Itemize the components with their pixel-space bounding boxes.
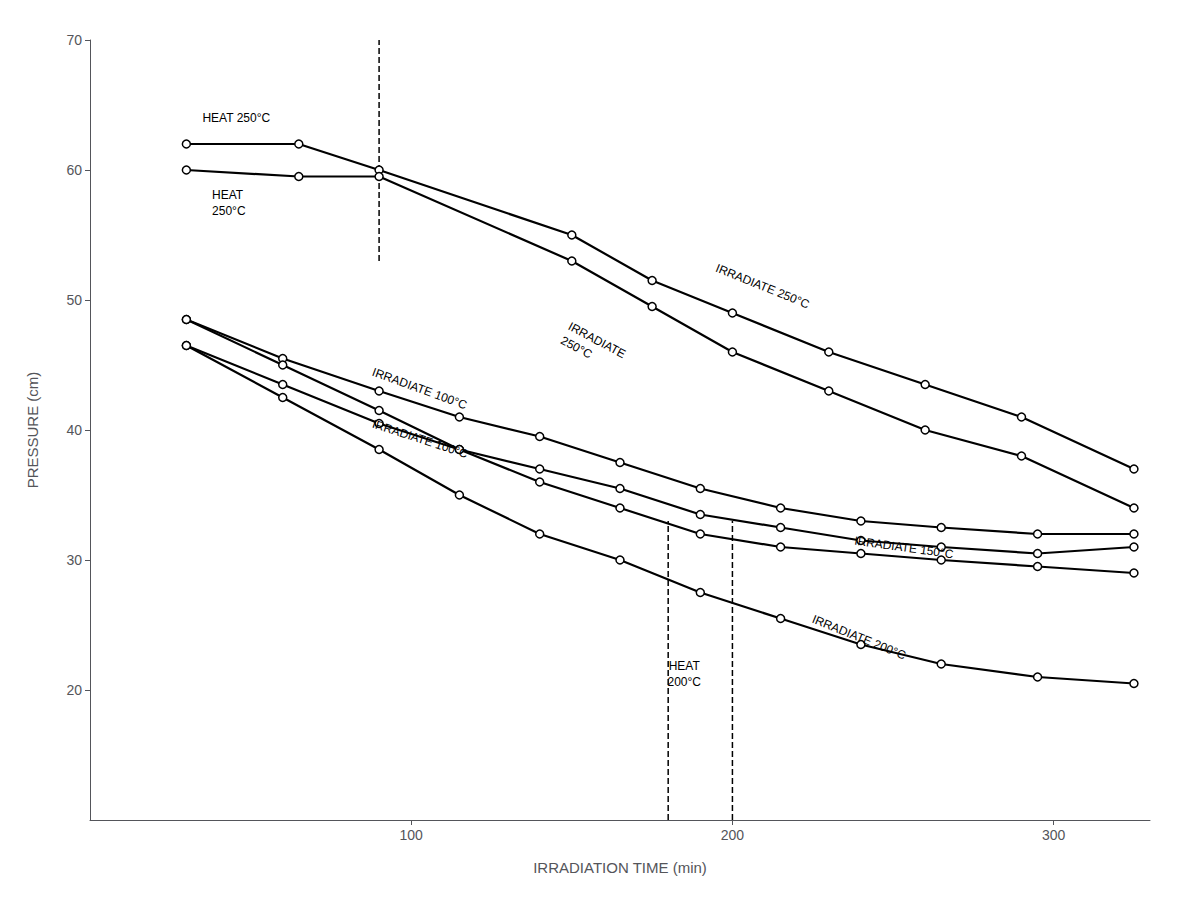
- svg-text:30: 30: [66, 552, 82, 568]
- svg-text:HEAT: HEAT: [212, 188, 244, 202]
- svg-text:IRRADIATE: IRRADIATE: [565, 319, 629, 362]
- svg-text:HEAT: HEAT: [669, 659, 701, 673]
- svg-text:20: 20: [66, 682, 82, 698]
- svg-text:40: 40: [66, 422, 82, 438]
- svg-text:50: 50: [66, 292, 82, 308]
- svg-text:IRRADIATE 250°C: IRRADIATE 250°C: [714, 261, 812, 312]
- svg-text:IRRADIATION TIME (min): IRRADIATION TIME (min): [533, 859, 707, 876]
- svg-text:PRESSURE (cm): PRESSURE (cm): [24, 372, 41, 489]
- svg-text:60: 60: [66, 162, 82, 178]
- svg-text:70: 70: [66, 32, 82, 48]
- svg-text:IRRADIATE 200°C: IRRADIATE 200°C: [810, 612, 908, 663]
- svg-text:IRRADIATE 100°C: IRRADIATE 100°C: [371, 417, 471, 461]
- svg-text:300: 300: [1042, 827, 1066, 843]
- svg-text:IRRADIATE 100°C: IRRADIATE 100°C: [370, 365, 469, 412]
- svg-text:100: 100: [400, 827, 424, 843]
- svg-text:HEAT 250°C: HEAT 250°C: [202, 111, 270, 125]
- svg-text:250°C: 250°C: [212, 204, 246, 218]
- svg-text:IRRADIATE 150°C: IRRADIATE 150°C: [854, 534, 955, 562]
- svg-text:200: 200: [721, 827, 745, 843]
- svg-text:250°C: 250°C: [558, 333, 594, 361]
- svg-text:200°C: 200°C: [667, 675, 701, 689]
